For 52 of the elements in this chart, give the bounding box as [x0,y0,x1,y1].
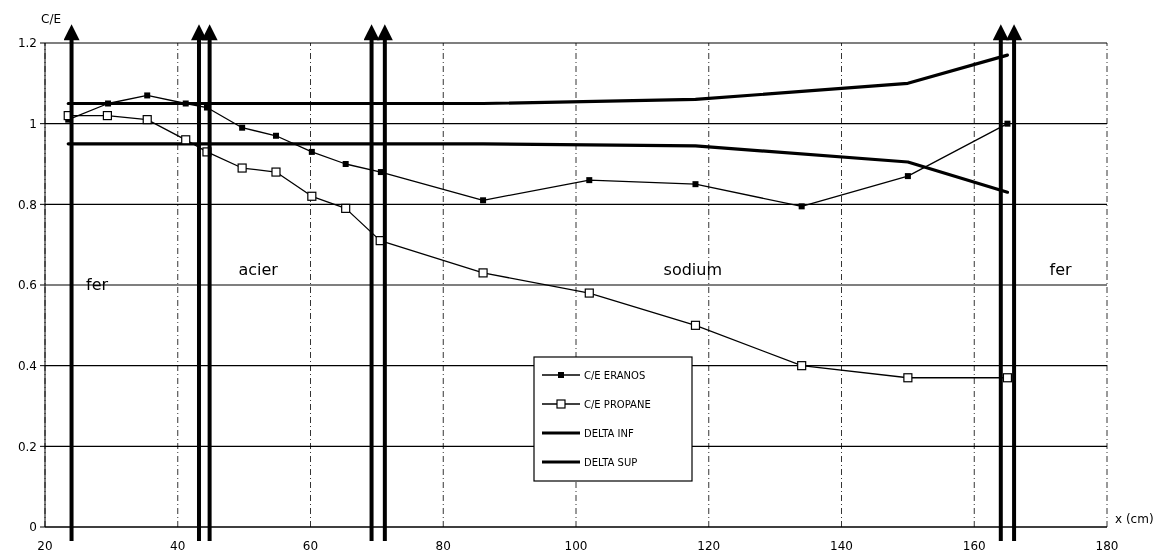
x-axis-title: x (cm) [1115,512,1154,526]
point [144,92,151,99]
x-tick-label: 60 [302,539,319,553]
x-tick-label: 180 [1095,539,1119,553]
y-axis-title: C/E [41,12,62,26]
legend-label: DELTA SUP [584,456,638,468]
point [342,161,349,167]
point [272,132,279,139]
x-tick-label: 40 [170,539,186,553]
point [237,163,247,173]
point [586,177,593,184]
point [181,135,191,145]
x-tick-label: 120 [697,539,721,553]
y-tick-label: 1 [29,116,37,131]
point [308,148,315,155]
point [271,167,281,177]
point [903,373,913,383]
y-tick-label: 0.2 [17,439,37,454]
point [182,100,189,107]
point [341,203,351,213]
point [584,288,594,298]
point [690,320,701,330]
legend-label: C/E PROPANE [584,398,651,410]
y-tick-label: 0.6 [17,278,37,293]
annotation: fer [86,274,109,294]
point [142,115,152,125]
legend-label: DELTA INF [584,427,634,439]
annotation: sodium [663,260,723,280]
x-tick-label: 140 [830,539,853,553]
x-tick-label: 160 [962,539,986,553]
point [1004,120,1011,127]
y-tick-label: 0.8 [17,197,37,212]
point [797,361,807,371]
point [102,111,112,121]
annotation: acier [238,260,279,280]
point [478,268,488,278]
y-tick-label: 1.2 [17,36,37,51]
point [692,181,699,188]
point [904,173,911,180]
point [307,191,317,201]
legend-label: C/E ERANOS [584,369,646,381]
x-tick-label: 20 [37,539,53,553]
point [798,203,805,210]
y-tick-label: 0 [29,520,37,535]
x-tick-label: 100 [564,539,588,553]
point [1002,373,1013,383]
x-tick-label: 80 [435,539,451,553]
y-tick-label: 0.4 [17,358,37,373]
point [239,124,246,131]
point [105,100,112,107]
point [480,197,487,204]
annotation: fer [1049,260,1072,280]
